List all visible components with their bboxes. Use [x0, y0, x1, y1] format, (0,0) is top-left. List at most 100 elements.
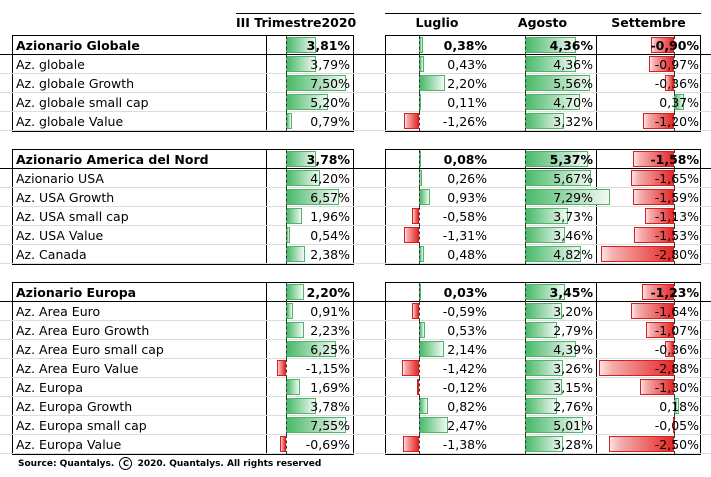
sep-bar: [642, 113, 674, 129]
row-label: Az. globale small cap: [16, 95, 149, 110]
sep-bar: [601, 246, 674, 262]
q3-value: 4,20%: [310, 171, 350, 186]
aug-value: 3,20%: [553, 304, 593, 319]
aug-bar: [524, 398, 558, 414]
jul-value: -1,42%: [442, 361, 487, 376]
jul-zero-axis: [419, 74, 420, 93]
column-divider: [266, 35, 267, 132]
jul-value: 0,43%: [447, 57, 487, 72]
jul-value: -0,12%: [442, 380, 487, 395]
q3-bar: [286, 284, 304, 300]
aug-value: 4,70%: [553, 95, 593, 110]
group-summary-row: Azionario Globale 3,81% 0,38% 4,36% -0,90%: [0, 36, 711, 55]
q3-zero-axis: [286, 321, 287, 340]
sep-value: -1,30%: [654, 380, 699, 395]
group-title: Azionario Globale: [16, 38, 140, 53]
jul-value: 0,08%: [443, 152, 487, 167]
jul-bar: [402, 360, 419, 376]
sep-zero-axis: [674, 150, 675, 169]
sep-value: -0,36%: [654, 76, 699, 91]
column-divider: [266, 149, 267, 265]
q3-zero-axis: [286, 188, 287, 207]
table-row: Az. globale 3,79% 0,43% 4,36% -0,97%: [0, 55, 711, 74]
aug-zero-axis: [525, 302, 526, 321]
aug-zero-axis: [525, 207, 526, 226]
q3-bar: [276, 360, 286, 376]
q3-zero-axis: [286, 302, 287, 321]
q3-value: 3,81%: [306, 38, 350, 53]
jul-value: 0,26%: [447, 171, 487, 186]
aug-value: 3,73%: [553, 209, 593, 224]
aug-zero-axis: [525, 435, 526, 454]
row-label: Azionario USA: [16, 171, 104, 186]
jul-bar: [402, 436, 419, 452]
jul-zero-axis: [419, 321, 420, 340]
header-rule-months: [385, 13, 701, 33]
aug-zero-axis: [525, 283, 526, 302]
q3-value: 1,96%: [310, 209, 350, 224]
jul-zero-axis: [419, 112, 420, 131]
jul-zero-axis: [419, 207, 420, 226]
aug-value: 4,36%: [549, 38, 593, 53]
jul-zero-axis: [419, 378, 420, 397]
jul-value: -1,31%: [442, 228, 487, 243]
q3-zero-axis: [286, 74, 287, 93]
aug-zero-axis: [525, 150, 526, 169]
q3-value: 3,78%: [310, 399, 350, 414]
sep-zero-axis: [674, 416, 675, 435]
header-rule-q3: [236, 13, 354, 33]
q3-value: 2,23%: [310, 323, 350, 338]
sep-bar: [631, 170, 674, 186]
column-divider: [596, 149, 597, 265]
column-divider: [266, 282, 267, 455]
footer: Source: Quantalys. C 2020. Quantalys. Al…: [18, 457, 321, 470]
sep-zero-axis: [674, 378, 675, 397]
sep-value: -1,65%: [654, 171, 699, 186]
q3-zero-axis: [286, 397, 287, 416]
jul-zero-axis: [419, 302, 420, 321]
row-label: Az. USA Growth: [16, 190, 115, 205]
aug-zero-axis: [525, 321, 526, 340]
row-label: Az. Area Euro: [16, 304, 101, 319]
q3-value: -1,15%: [305, 361, 350, 376]
row-label: Az. Area Euro Value: [16, 361, 139, 376]
row-label: Az. USA small cap: [16, 209, 129, 224]
sep-value: -0,36%: [654, 342, 699, 357]
jul-value: 0,11%: [447, 95, 487, 110]
sep-value: -1,13%: [654, 209, 699, 224]
q3-zero-axis: [286, 169, 287, 188]
aug-value: 5,56%: [553, 76, 593, 91]
sep-bar: [634, 227, 674, 243]
sep-zero-axis: [674, 55, 675, 74]
row-label: Az. Europa Growth: [16, 399, 133, 414]
column-header-q3: III Trimestre2020: [236, 15, 357, 30]
footer-source: Source: Quantalys.: [18, 459, 115, 469]
sep-zero-axis: [674, 321, 675, 340]
sep-zero-axis: [674, 169, 675, 188]
q3-zero-axis: [286, 150, 287, 169]
sep-bar: [631, 303, 674, 319]
table-row: Az. Area Euro Value -1,15% -1,42% 3,26% -2,8…: [0, 359, 711, 378]
sep-zero-axis: [674, 188, 675, 207]
q3-zero-axis: [286, 207, 287, 226]
row-label: Az. Area Euro Growth: [16, 323, 150, 338]
q3-value: 2,38%: [310, 247, 350, 262]
group-title: Azionario America del Nord: [16, 152, 209, 167]
table-row: Az. USA Growth 6,57% 0,93% 7,29% -1,59%: [0, 188, 711, 207]
sep-zero-axis: [674, 359, 675, 378]
jul-bar: [418, 189, 430, 205]
jul-value: -0,58%: [442, 209, 487, 224]
table-row: Azionario USA 4,20% 0,26% 5,67% -1,65%: [0, 169, 711, 188]
jul-bar: [403, 227, 419, 243]
sep-zero-axis: [674, 36, 675, 55]
sep-value: -2,88%: [654, 361, 699, 376]
aug-zero-axis: [525, 397, 526, 416]
q3-bar: [286, 246, 306, 262]
q3-zero-axis: [286, 435, 287, 454]
column-divider: [596, 282, 597, 455]
jul-zero-axis: [419, 188, 420, 207]
q3-value: 0,91%: [310, 304, 350, 319]
column-header-september: Settembre: [611, 15, 686, 30]
sep-zero-axis: [674, 435, 675, 454]
